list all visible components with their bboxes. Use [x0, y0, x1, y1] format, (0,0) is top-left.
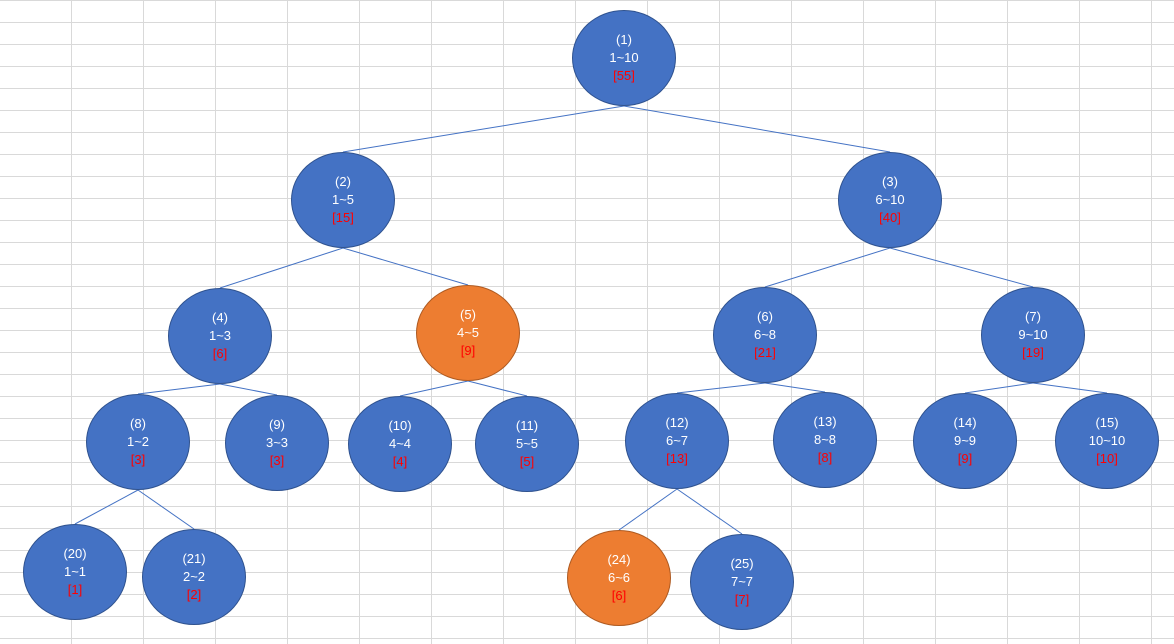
- node-sum: [5]: [519, 454, 535, 469]
- tree-node-24: (24) 6~6 [6]: [567, 530, 671, 626]
- node-range: 1~3: [208, 328, 232, 343]
- node-index: (5): [460, 307, 476, 322]
- tree-node-7: (7) 9~10 [19]: [981, 287, 1085, 383]
- edge-12-24: [618, 488, 678, 531]
- node-range: 3~3: [265, 435, 289, 450]
- tree-node-25: (25) 7~7 [7]: [690, 534, 794, 630]
- node-index: (12): [665, 415, 689, 430]
- node-index: (24): [607, 552, 631, 567]
- node-index: (13): [813, 414, 837, 429]
- tree-node-20: (20) 1~1 [1]: [23, 524, 127, 620]
- node-index: (21): [182, 551, 206, 566]
- node-index: (25): [730, 556, 754, 571]
- node-range: 6~10: [875, 192, 905, 207]
- tree-node-21: (21) 2~2 [2]: [142, 529, 246, 625]
- node-index: (14): [953, 415, 977, 430]
- edge-5-11: [467, 380, 528, 397]
- node-index: (11): [515, 418, 539, 433]
- node-sum: [9]: [460, 343, 476, 358]
- node-range: 1~1: [63, 564, 87, 579]
- node-range: 5~5: [515, 436, 539, 451]
- node-index: (6): [757, 309, 773, 324]
- node-range: 9~9: [953, 433, 977, 448]
- node-range: 4~4: [388, 436, 412, 451]
- edge-6-12: [676, 382, 766, 394]
- tree-node-15: (15) 10~10 [10]: [1055, 393, 1159, 489]
- node-index: (2): [335, 174, 351, 189]
- node-sum: [6]: [611, 588, 627, 603]
- tree-node-3: (3) 6~10 [40]: [838, 152, 942, 248]
- edge-3-6: [764, 247, 891, 288]
- node-sum: [21]: [754, 345, 776, 360]
- node-range: 1~5: [331, 192, 355, 207]
- node-sum: [40]: [879, 210, 901, 225]
- node-range: 9~10: [1018, 327, 1048, 342]
- node-index: (8): [130, 416, 146, 431]
- node-range: 2~2: [182, 569, 206, 584]
- node-sum: [7]: [734, 592, 750, 607]
- node-range: 1~2: [126, 434, 150, 449]
- edge-5-10: [399, 380, 469, 397]
- node-index: (3): [882, 174, 898, 189]
- edge-4-8: [137, 383, 221, 395]
- tree-node-12: (12) 6~7 [13]: [625, 393, 729, 489]
- tree-node-9: (9) 3~3 [3]: [225, 395, 329, 491]
- node-index: (9): [269, 417, 285, 432]
- node-range: 6~6: [607, 570, 631, 585]
- node-range: 6~8: [753, 327, 777, 342]
- node-sum: [8]: [817, 450, 833, 465]
- node-range: 1~10: [609, 50, 639, 65]
- node-range: 4~5: [456, 325, 480, 340]
- node-index: (15): [1095, 415, 1119, 430]
- edge-4-9: [219, 383, 278, 396]
- node-index: (20): [63, 546, 87, 561]
- node-sum: [6]: [212, 346, 228, 361]
- node-sum: [13]: [666, 451, 688, 466]
- tree-node-13: (13) 8~8 [8]: [773, 392, 877, 488]
- tree-node-11: (11) 5~5 [5]: [475, 396, 579, 492]
- edge-2-5: [342, 247, 469, 286]
- edge-3-7: [889, 247, 1034, 288]
- node-index: (4): [212, 310, 228, 325]
- edge-1-2: [342, 105, 625, 153]
- edge-8-20: [74, 489, 139, 525]
- node-sum: [55]: [613, 68, 635, 83]
- edge-12-25: [676, 488, 743, 535]
- edge-8-21: [137, 489, 195, 530]
- tree-node-8: (8) 1~2 [3]: [86, 394, 190, 490]
- edge-2-4: [219, 247, 344, 289]
- tree-node-14: (14) 9~9 [9]: [913, 393, 1017, 489]
- edge-1-3: [623, 105, 891, 153]
- tree-node-2: (2) 1~5 [15]: [291, 152, 395, 248]
- tree-node-6: (6) 6~8 [21]: [713, 287, 817, 383]
- edge-6-13: [764, 382, 826, 393]
- node-sum: [9]: [957, 451, 973, 466]
- node-sum: [3]: [130, 452, 146, 467]
- node-sum: [3]: [269, 453, 285, 468]
- node-range: 7~7: [730, 574, 754, 589]
- edge-7-14: [964, 382, 1034, 394]
- tree-node-4: (4) 1~3 [6]: [168, 288, 272, 384]
- edge-7-15: [1032, 382, 1108, 394]
- node-sum: [10]: [1096, 451, 1118, 466]
- node-range: 6~7: [665, 433, 689, 448]
- tree-node-5: (5) 4~5 [9]: [416, 285, 520, 381]
- tree-node-1: (1) 1~10 [55]: [572, 10, 676, 106]
- node-sum: [2]: [186, 587, 202, 602]
- node-index: (10): [388, 418, 412, 433]
- node-index: (7): [1025, 309, 1041, 324]
- node-index: (1): [616, 32, 632, 47]
- node-sum: [15]: [332, 210, 354, 225]
- node-range: 8~8: [813, 432, 837, 447]
- tree-node-10: (10) 4~4 [4]: [348, 396, 452, 492]
- node-sum: [4]: [392, 454, 408, 469]
- node-sum: [19]: [1022, 345, 1044, 360]
- node-range: 10~10: [1088, 433, 1126, 448]
- node-sum: [1]: [67, 582, 83, 597]
